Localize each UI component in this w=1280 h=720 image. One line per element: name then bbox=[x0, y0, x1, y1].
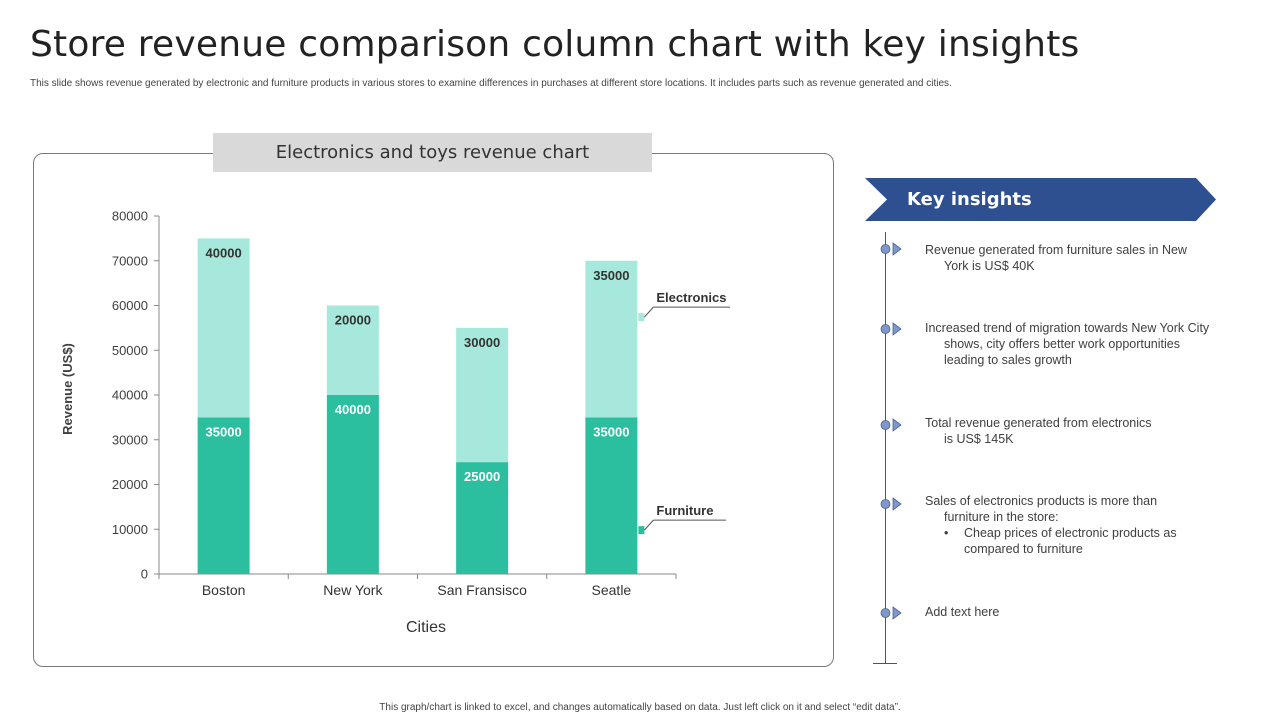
insight-line: is US$ 145K bbox=[944, 432, 1014, 446]
data-label: 35000 bbox=[593, 424, 629, 439]
timeline-line bbox=[885, 232, 886, 664]
insight-line: shows, city offers better work opportuni… bbox=[944, 337, 1180, 351]
data-label: 40000 bbox=[206, 245, 242, 260]
x-tick-label: Boston bbox=[202, 582, 246, 598]
y-tick-label: 10000 bbox=[112, 522, 148, 537]
insight-bullet-line: • Cheap prices of electronic products as bbox=[925, 525, 1235, 541]
bar-furniture bbox=[326, 395, 379, 574]
x-tick-label: San Fransisco bbox=[437, 582, 527, 598]
insight-line[interactable]: Add text here bbox=[925, 605, 1000, 619]
legend-label: Furniture bbox=[656, 503, 713, 518]
footer-note: This graph/chart is linked to excel, and… bbox=[379, 702, 901, 713]
page-title: Store revenue comparison column chart wi… bbox=[30, 24, 1080, 65]
x-axis-title: Cities bbox=[406, 619, 446, 636]
data-label: 20000 bbox=[335, 313, 371, 328]
bar-electronics bbox=[456, 327, 509, 463]
bar-electronics bbox=[326, 305, 379, 395]
y-tick-label: 80000 bbox=[112, 209, 148, 224]
y-tick-label: 20000 bbox=[112, 477, 148, 492]
x-tick-label: Seatle bbox=[592, 582, 632, 598]
x-tick-label: New York bbox=[323, 582, 383, 598]
timeline-base bbox=[873, 663, 897, 664]
insight-line: Increased trend of migration towards New… bbox=[925, 321, 1210, 335]
insight-line: leading to sales growth bbox=[944, 353, 1072, 367]
banner-arrow-shape bbox=[865, 178, 1216, 221]
data-label: 35000 bbox=[593, 268, 629, 283]
insight-item: Sales of electronics products is more th… bbox=[925, 493, 1235, 557]
data-label: 30000 bbox=[464, 335, 500, 350]
legend-swatch bbox=[638, 526, 645, 535]
insight-item: Total revenue generated from electronics… bbox=[925, 415, 1235, 447]
y-axis-title: Revenue (US$) bbox=[60, 343, 75, 435]
bar-furniture bbox=[456, 462, 509, 574]
insight-line: York is US$ 40K bbox=[944, 259, 1035, 273]
insight-line: Revenue generated from furniture sales i… bbox=[925, 243, 1187, 257]
insight-item[interactable]: Add text here bbox=[925, 604, 1235, 620]
bullet-icon: • bbox=[944, 526, 949, 540]
data-label: 40000 bbox=[335, 402, 371, 417]
insight-line: furniture in the store: bbox=[944, 510, 1059, 524]
insight-marker-icon bbox=[880, 497, 902, 511]
data-label: 35000 bbox=[206, 424, 242, 439]
bar-electronics bbox=[585, 260, 638, 418]
insight-item: Revenue generated from furniture sales i… bbox=[925, 242, 1235, 274]
insight-line: Total revenue generated from electronics bbox=[925, 416, 1152, 430]
y-tick-label: 50000 bbox=[112, 343, 148, 358]
data-label: 25000 bbox=[464, 469, 500, 484]
insight-line: Sales of electronics products is more th… bbox=[925, 494, 1158, 508]
insight-line: compared to furniture bbox=[964, 542, 1083, 556]
insight-marker-icon bbox=[880, 242, 902, 256]
chart-frame bbox=[33, 153, 834, 667]
insight-marker-icon bbox=[880, 322, 902, 336]
y-tick-label: 60000 bbox=[112, 298, 148, 313]
bar-furniture bbox=[197, 417, 250, 574]
insight-line: Cheap prices of electronic products as bbox=[964, 526, 1177, 540]
insight-marker-icon bbox=[880, 418, 902, 432]
insight-marker-icon bbox=[880, 606, 902, 620]
y-tick-label: 70000 bbox=[112, 253, 148, 268]
y-tick-label: 40000 bbox=[112, 388, 148, 403]
legend-leader-line bbox=[644, 306, 654, 318]
y-tick-label: 30000 bbox=[112, 432, 148, 447]
chart-title: Electronics and toys revenue chart bbox=[213, 133, 652, 172]
page-subtitle: This slide shows revenue generated by el… bbox=[30, 78, 952, 89]
y-tick-label: 0 bbox=[141, 567, 148, 582]
key-insights-title: Key insights bbox=[907, 189, 1032, 210]
bar-electronics bbox=[197, 238, 250, 418]
legend-label: Electronics bbox=[656, 290, 726, 305]
legend-swatch bbox=[638, 313, 645, 322]
bar-furniture bbox=[585, 417, 638, 574]
insight-item: Increased trend of migration towards New… bbox=[925, 320, 1235, 368]
legend-leader-line bbox=[644, 519, 654, 531]
key-insights-banner: Key insights bbox=[865, 178, 1216, 221]
